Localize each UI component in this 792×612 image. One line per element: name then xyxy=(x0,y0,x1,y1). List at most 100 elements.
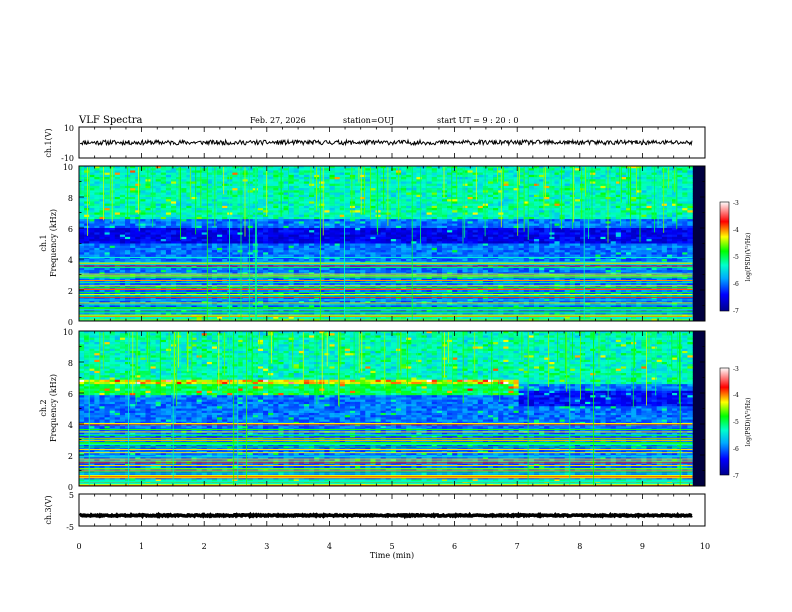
spec1-cell xyxy=(339,212,346,216)
spec1-cell xyxy=(365,199,371,202)
spec1-cell xyxy=(268,172,274,176)
spec1-cell xyxy=(447,188,453,191)
spec1-cell xyxy=(564,216,571,220)
spec1-cell xyxy=(390,203,397,207)
spec1-cell xyxy=(641,230,647,233)
spec1-cell xyxy=(682,236,688,240)
spec1-cell xyxy=(626,205,632,209)
spec1-cell xyxy=(329,185,335,189)
spec1-cell xyxy=(487,170,494,173)
spec1-cell xyxy=(165,170,172,173)
spec1-cell xyxy=(513,188,519,191)
spec1-cell xyxy=(288,254,295,258)
spec1-cell xyxy=(360,170,366,173)
spec1-cell xyxy=(165,168,172,171)
spec1-cell xyxy=(114,232,121,235)
spec1-cell xyxy=(324,188,330,191)
spec1-cell xyxy=(457,252,463,255)
spec1-cell xyxy=(104,179,110,182)
spec1-cell xyxy=(631,254,637,258)
spec1-cell xyxy=(462,228,468,231)
spec1-cell xyxy=(564,190,571,193)
spec1-cell xyxy=(232,228,238,231)
spec1-cell xyxy=(636,212,642,216)
spec1-cell xyxy=(544,232,550,235)
spec1-cell xyxy=(89,197,95,200)
spec1-cell xyxy=(273,228,279,231)
spec1-cell xyxy=(539,228,545,231)
spec1-cell xyxy=(631,236,637,240)
spec1-cell xyxy=(191,210,197,213)
spec1-cell xyxy=(585,245,591,249)
spec1-cell xyxy=(467,188,473,191)
spec1-cell xyxy=(298,252,305,255)
spec1-cell xyxy=(288,241,295,244)
spec1-cell xyxy=(620,252,627,255)
spec1-cell xyxy=(600,214,606,218)
spec1-cell xyxy=(472,168,479,171)
spec1-cell xyxy=(140,216,146,220)
spec1-cell xyxy=(677,239,683,242)
spec1-cell xyxy=(257,210,264,213)
spec1-cell xyxy=(165,179,172,182)
spec1-cell xyxy=(125,239,131,242)
spec1-cell xyxy=(615,219,622,222)
spec1-cell xyxy=(544,230,550,233)
spec1-cell xyxy=(334,190,341,193)
spec1-cell xyxy=(600,216,606,220)
spec1-cell xyxy=(534,179,540,182)
spec1-cell xyxy=(590,183,596,187)
spec1-cell xyxy=(329,256,335,260)
spec1-cell xyxy=(472,166,479,169)
spec1-cell xyxy=(559,179,565,182)
spec1-cell xyxy=(416,192,422,196)
spec1-cell xyxy=(401,185,407,189)
spec1-cell xyxy=(447,185,453,189)
spec1-cell xyxy=(661,252,668,255)
spec1-cell xyxy=(590,201,596,204)
spec1-cell xyxy=(426,236,433,240)
spec1-cell xyxy=(462,252,468,255)
spec1-cell xyxy=(615,192,622,196)
spec1-cell xyxy=(585,219,591,222)
spec1-cell xyxy=(672,221,678,224)
spec1-cell xyxy=(140,245,146,249)
spec1-cell xyxy=(114,177,121,180)
spec1-cell xyxy=(518,243,525,247)
spec1-cell xyxy=(324,190,330,193)
spec1-cell xyxy=(539,179,545,182)
spec1-cell xyxy=(462,210,468,213)
spec1-cell xyxy=(600,199,606,202)
spec1-cell xyxy=(687,174,693,178)
spec1-cell xyxy=(595,168,601,171)
spec1-cell xyxy=(636,183,642,187)
spec1-cell xyxy=(94,201,100,204)
spec1-cell xyxy=(196,172,202,176)
spec1-cell xyxy=(201,252,208,255)
spec1-cell xyxy=(605,247,611,251)
spec1-cell xyxy=(401,236,407,240)
spec1-cell xyxy=(385,243,392,247)
spec1-cell xyxy=(528,183,535,187)
spec1-cell xyxy=(447,192,453,196)
spec1-cell xyxy=(370,203,376,207)
spec1-cell xyxy=(237,245,243,249)
spec1-cell xyxy=(646,194,652,198)
spec1-cell xyxy=(447,172,453,176)
spec1-cell xyxy=(528,179,535,182)
spec1-cell xyxy=(165,192,172,196)
spec1-cell xyxy=(595,190,601,193)
spec1-cell xyxy=(334,234,341,238)
spec1-cell xyxy=(682,183,688,187)
spec1-cell xyxy=(395,252,402,255)
spec1-cell xyxy=(661,166,668,169)
spec1-cell xyxy=(79,254,85,258)
spec1-cell xyxy=(176,228,182,231)
spec1-cell xyxy=(319,194,325,198)
spec1-cell xyxy=(687,241,693,244)
spec1-cell xyxy=(620,203,627,207)
spec1-cell xyxy=(94,243,100,247)
spec1-cell xyxy=(232,254,238,258)
spec1-cell xyxy=(493,245,499,249)
spec1-cell xyxy=(84,214,90,218)
